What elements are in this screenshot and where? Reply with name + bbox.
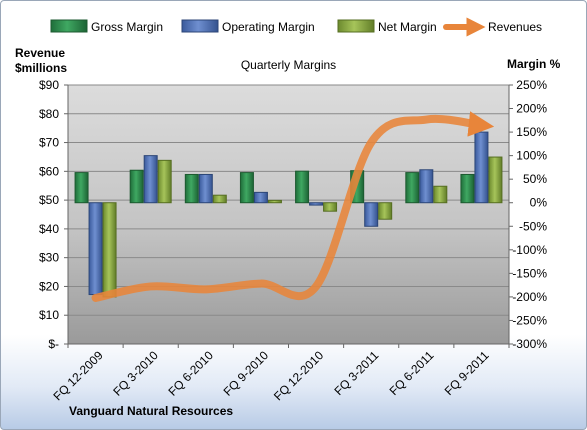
right-tick-label: 150%: [516, 125, 547, 139]
left-tick-label: $50: [39, 193, 59, 207]
category-label: FQ 9-2011: [442, 348, 492, 398]
right-tick-label: 0%: [530, 196, 548, 210]
left-axis-title-line2: $millions: [15, 61, 67, 75]
left-tick-label: $40: [39, 222, 59, 236]
operating-margin-bar: [309, 202, 324, 206]
right-tick-label: 250%: [516, 78, 547, 92]
gross-margin-bar: [460, 173, 475, 204]
left-tick-label: $60: [39, 164, 59, 178]
legend-swatch-net-margin: [337, 19, 375, 33]
left-tick-label: $70: [39, 136, 59, 150]
operating-margin-bar: [143, 155, 158, 204]
gross-margin-bar: [405, 172, 420, 204]
net-margin-bar: [102, 202, 117, 298]
category-label: FQ 12-2010: [271, 348, 326, 403]
gross-margin-bar: [74, 172, 89, 204]
right-tick-label: 100%: [516, 149, 547, 163]
operating-margin-bar: [364, 202, 379, 227]
right-tick-label: 50%: [523, 172, 547, 186]
right-tick-label: -250%: [512, 313, 547, 327]
footer-company-name: Vanguard Natural Resources: [69, 404, 233, 418]
operating-margin-bar: [198, 173, 213, 204]
left-tick-label: $10: [39, 308, 59, 322]
right-tick-label: -200%: [512, 290, 547, 304]
operating-margin-bar: [474, 131, 489, 204]
net-margin-bar: [488, 156, 503, 204]
category-label: FQ 6-2010: [165, 348, 216, 399]
net-margin-bar: [212, 194, 227, 204]
legend-swatch-gross-margin: [50, 19, 88, 33]
right-tick-label: 200%: [516, 102, 547, 116]
left-tick-label: $90: [39, 78, 59, 92]
net-margin-bar: [378, 202, 393, 220]
gross-margin-bar: [239, 172, 254, 204]
net-margin-bar: [323, 202, 338, 212]
category-label: FQ 9-2010: [221, 348, 272, 399]
operating-margin-bar: [88, 202, 103, 296]
right-tick-label: -150%: [512, 266, 547, 280]
legend-label: Gross Margin: [91, 20, 163, 34]
category-label: FQ 3-2010: [110, 348, 161, 399]
right-tick-label: -100%: [512, 243, 547, 257]
category-label: FQ 3-2011: [331, 348, 381, 398]
right-tick-label: -50%: [519, 219, 547, 233]
category-label: FQ 6-2011: [387, 348, 437, 398]
gross-margin-bar: [295, 170, 310, 204]
legend-label: Revenues: [488, 20, 542, 34]
operating-margin-bar: [419, 169, 434, 204]
right-tick-label: -300%: [512, 337, 547, 351]
left-tick-label: $-: [48, 337, 59, 351]
left-tick-label: $80: [39, 107, 59, 121]
net-margin-bar: [267, 199, 282, 204]
net-margin-bar: [157, 159, 172, 204]
gross-margin-bar: [184, 173, 199, 204]
left-tick-label: $20: [39, 279, 59, 293]
gross-margin-bar: [129, 169, 144, 204]
left-tick-label: $30: [39, 251, 59, 265]
legend-label: Net Margin: [378, 20, 437, 34]
plot-area: [68, 85, 509, 344]
left-axis-title-line1: Revenue: [15, 46, 65, 60]
category-label: FQ 12-2009: [50, 348, 105, 403]
legend-swatch-operating-margin: [181, 19, 219, 33]
revenues-line: [91, 111, 495, 302]
net-margin-bar: [433, 185, 448, 204]
operating-margin-bar: [253, 191, 268, 204]
chart-title: Quarterly Margins: [241, 58, 336, 72]
right-axis-title: Margin %: [507, 57, 561, 71]
legend-label: Operating Margin: [222, 20, 315, 34]
